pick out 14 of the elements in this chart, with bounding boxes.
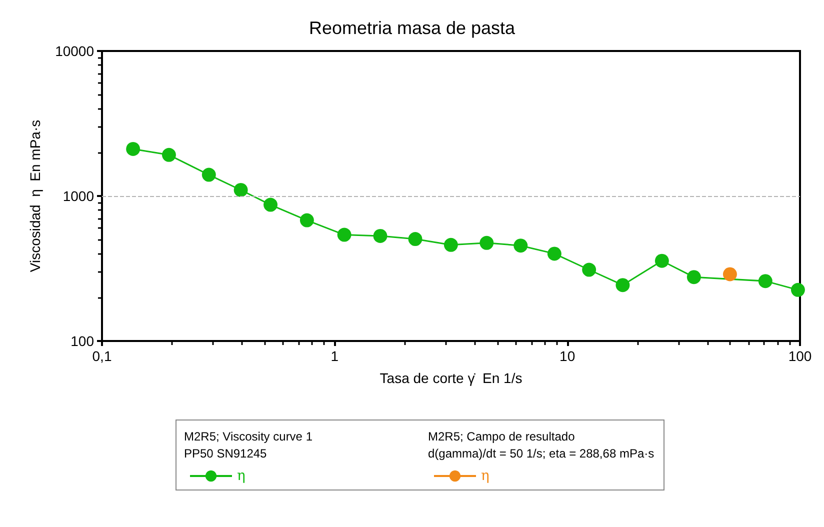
text: M2R5; Campo de resultado d(gamma)/dt = 50 1/s; eta = 288,68 mPa·s xyxy=(428,430,654,460)
chart-title: Reometria masa de pasta xyxy=(308,18,516,38)
y-tick-label: 10000 xyxy=(55,43,94,59)
x-tick-label: 10 xyxy=(560,348,576,364)
legend-label: η xyxy=(481,468,490,484)
x-tick-label: 100 xyxy=(788,348,812,364)
text: M2R5; Viscosity curve 1 PP50 SN91245 xyxy=(184,430,313,460)
y-tick-label: 100 xyxy=(70,333,94,349)
x-axis-title: Tasa de corte γ̇ En 1/s xyxy=(380,370,522,386)
y-tick-label: 1000 xyxy=(62,188,94,204)
legend-label: η xyxy=(237,468,246,484)
x-tick-label: 0,1 xyxy=(92,348,112,364)
x-tick-label: 1 xyxy=(330,348,339,364)
y-axis-title: Viscosidad η En mPa·s xyxy=(27,120,43,272)
